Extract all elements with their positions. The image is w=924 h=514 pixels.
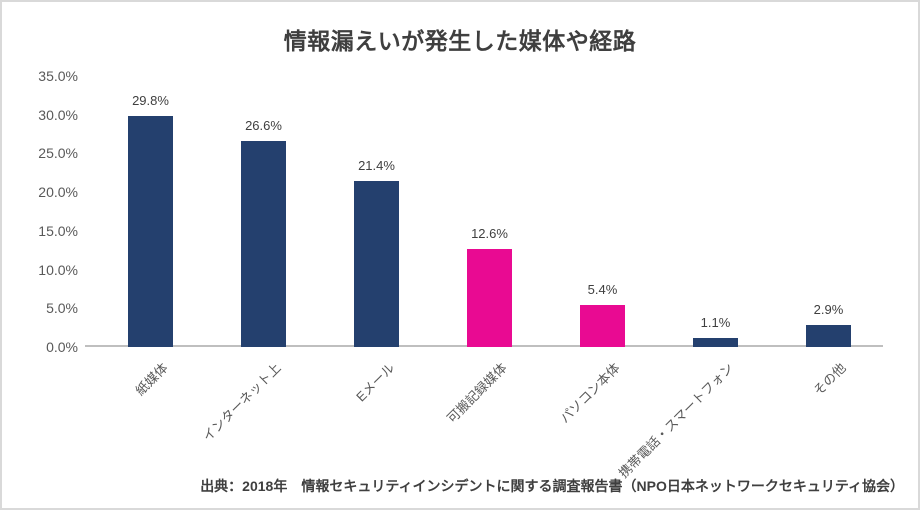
x-axis-category-label: 紙媒体 [133, 360, 172, 399]
bar-value-label: 29.8% [132, 93, 169, 109]
chart-bar-4 [580, 305, 625, 347]
chart-bar-6 [806, 324, 851, 347]
bar-value-label: 2.9% [813, 301, 844, 317]
x-axis-category-label: Eメール [352, 360, 398, 405]
chart-bar-0 [128, 116, 173, 347]
chart-bar-3 [467, 249, 512, 347]
chart-bar-5 [693, 338, 738, 347]
y-axis-tick-label: 10.0% [38, 261, 78, 278]
bar-value-label: 26.6% [245, 118, 282, 134]
chart-title: 情報漏えいが発生した媒体や経路 [283, 28, 637, 54]
x-axis-category-label: パソコン本体 [557, 360, 624, 426]
bar-value-label: 21.4% [358, 158, 395, 174]
chart-bar-1 [241, 141, 286, 347]
y-axis-tick-label: 20.0% [38, 184, 78, 201]
x-axis-category-label: その他 [811, 360, 850, 399]
y-axis-tick-label: 0.0% [46, 339, 78, 355]
source-citation: 出典：2018年 情報セキュリティインシデントに関する調査報告書（NPO日本ネッ… [200, 478, 904, 494]
y-axis-tick-label: 25.0% [38, 145, 78, 162]
y-axis-tick-label: 15.0% [38, 222, 78, 239]
x-axis-category-label: 携帯電話・スマートフォン [615, 360, 737, 481]
bar-value-label: 12.6% [471, 226, 508, 242]
chart-bar-2 [354, 181, 399, 347]
y-axis-tick-label: 5.0% [46, 300, 78, 317]
y-axis-tick-label: 30.0% [38, 106, 78, 123]
bar-value-label: 1.1% [700, 315, 731, 331]
bar-value-label: 5.4% [587, 282, 618, 298]
x-axis-category-label: インターネット上 [200, 360, 285, 445]
x-axis-category-label: 可搬記録媒体 [444, 360, 511, 426]
y-axis-tick-label: 35.0% [38, 68, 78, 84]
